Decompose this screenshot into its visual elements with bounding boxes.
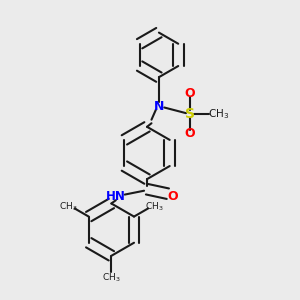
Text: CH$_3$: CH$_3$ xyxy=(102,271,121,284)
Text: HN: HN xyxy=(106,190,126,202)
Text: O: O xyxy=(167,190,178,202)
Text: CH$_3$: CH$_3$ xyxy=(208,107,229,121)
Text: CH$_3$: CH$_3$ xyxy=(59,201,77,213)
Text: S: S xyxy=(185,107,195,121)
Text: N: N xyxy=(154,100,164,112)
Text: O: O xyxy=(185,87,195,100)
Text: O: O xyxy=(185,127,195,140)
Text: CH$_3$: CH$_3$ xyxy=(146,201,164,213)
